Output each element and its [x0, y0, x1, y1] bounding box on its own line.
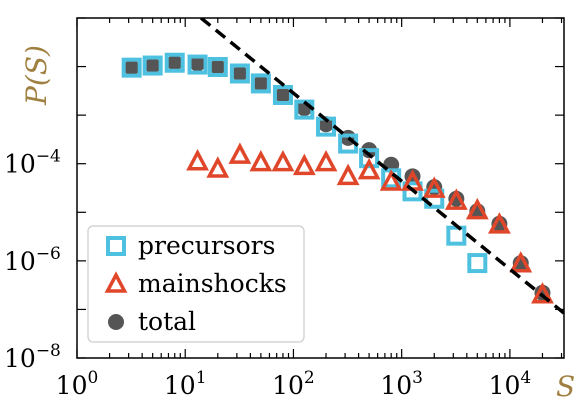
precursors-point — [272, 84, 293, 105]
legend-marker-precursors — [106, 236, 126, 256]
precursors-point — [121, 57, 142, 78]
reference-line — [199, 18, 564, 315]
x-tick-label: 102 — [272, 368, 315, 400]
legend-marker-total — [108, 314, 124, 330]
precursors-point — [229, 63, 250, 84]
legend-label-mainshocks: mainshocks — [138, 269, 287, 298]
plot-marks — [121, 18, 564, 315]
series-mainshocks — [186, 142, 554, 304]
series-precursors — [121, 52, 488, 274]
precursors-point — [207, 56, 228, 77]
mainshocks-point — [206, 156, 230, 178]
x-tick-label: 103 — [380, 368, 423, 400]
mainshocks-point — [249, 149, 273, 172]
precursors-point — [467, 253, 488, 274]
legend-marker-mainshocks — [104, 271, 128, 293]
total-point — [252, 75, 269, 92]
mainshocks-point — [314, 149, 338, 172]
total-point — [166, 54, 183, 71]
mainshocks-point — [186, 148, 209, 171]
legend-label-total: total — [138, 307, 196, 336]
precursors-point — [424, 188, 445, 209]
total-point — [209, 58, 226, 75]
legend-label-precursors: precursors — [138, 231, 275, 260]
legend-box — [87, 225, 305, 343]
mainshocks-point — [357, 157, 381, 180]
plot-frame — [76, 17, 565, 359]
mainshocks-point — [379, 169, 403, 191]
mainshocks-point — [292, 153, 316, 176]
total-point — [274, 86, 291, 103]
precursors-point — [164, 52, 185, 73]
total-point — [144, 57, 161, 74]
x-tick-label: 104 — [489, 368, 532, 400]
x-tick-label: 100 — [56, 368, 99, 400]
mainshocks-point — [271, 149, 295, 172]
mainshocks-point — [531, 282, 554, 304]
total-point — [123, 59, 140, 76]
mainshocks-point — [509, 251, 533, 273]
precursors-point — [142, 55, 163, 76]
mainshocks-point — [228, 142, 252, 164]
mainshocks-point — [336, 163, 360, 186]
y-tick-label: 10−8 — [4, 341, 61, 373]
precursors-point — [446, 225, 467, 246]
mainshocks-point — [444, 188, 468, 210]
precursors-point — [250, 73, 271, 94]
precursors-point — [402, 181, 423, 202]
precursors-point — [187, 54, 208, 75]
axis-ticks: 100 101 102 103 104 10−8 10−6 10−4 — [4, 17, 564, 400]
x-axis-label: S — [556, 370, 575, 403]
total-point — [189, 55, 206, 72]
mainshocks-point — [487, 212, 511, 234]
y-tick-label: 10−6 — [4, 244, 61, 276]
mainshocks-point — [465, 197, 489, 220]
x-tick-label: 101 — [164, 368, 207, 400]
legend: precursors mainshocks total — [87, 225, 305, 343]
precursors-point — [359, 148, 380, 169]
y-tick-label: 10−4 — [4, 147, 61, 179]
y-axis-label: P(S) — [20, 45, 53, 106]
total-point — [231, 65, 248, 82]
mainshocks-point — [422, 176, 446, 198]
